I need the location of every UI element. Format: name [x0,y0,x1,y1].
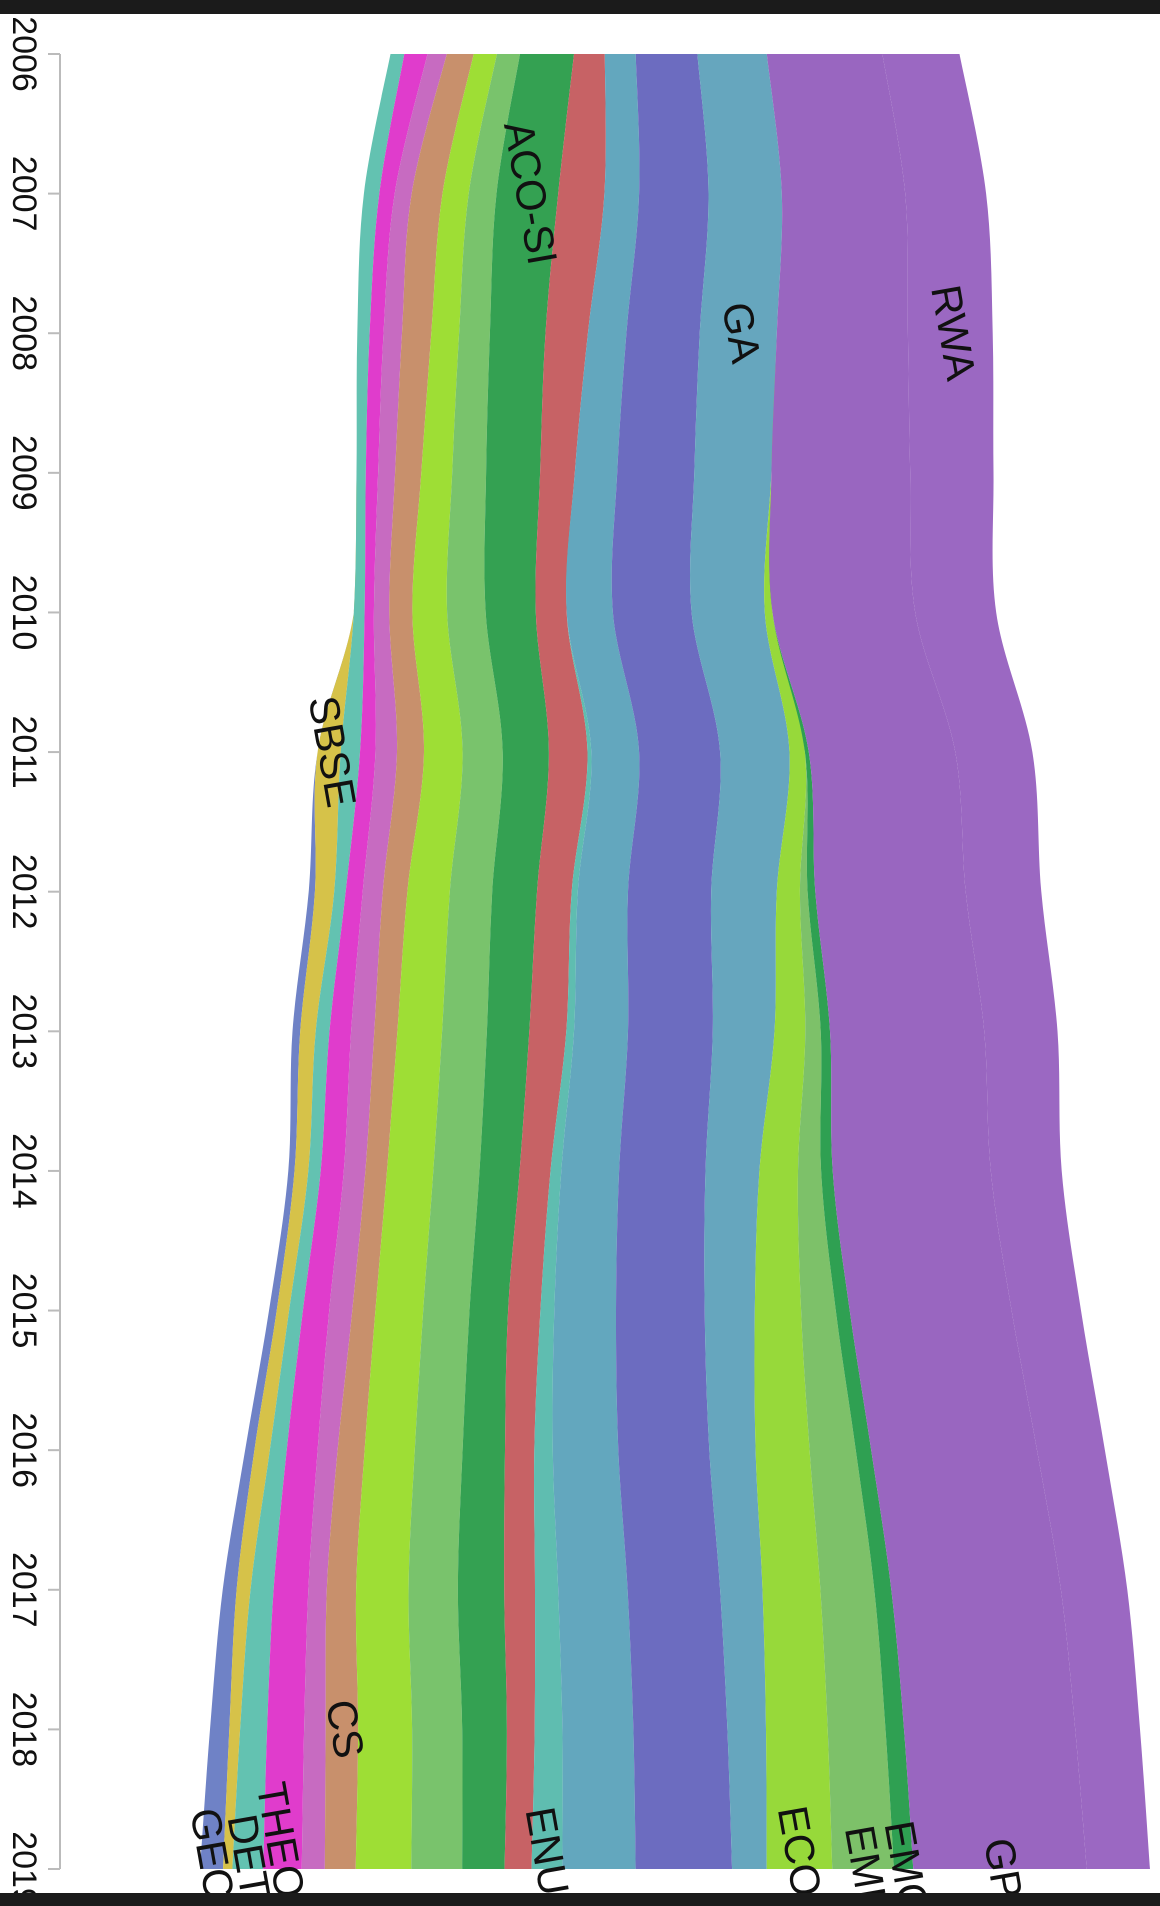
tick-label: 2018 [5,1692,43,1768]
tick-label: 2014 [5,1133,43,1209]
stream-rwa [882,54,1150,1869]
tick-label: 2006 [5,16,43,92]
stream-label-ga: GA [713,299,770,367]
stream-deta [232,54,405,1869]
stream-series-12 [611,54,733,1869]
stream-eml [766,54,894,1869]
stream-gp [766,54,1087,1869]
tick-label: 2017 [5,1552,43,1628]
time-axis: 2006 2007 2008 2009 2010 2011 2012 2013 2014 2015… [5,16,61,1893]
tick-label: 2012 [5,854,43,930]
stream-series-11 [552,54,640,1869]
stream-gech [200,54,391,1869]
streamgraph-chart: 2006 2007 2008 2009 2010 2011 2012 2013 2014 2015… [5,16,1150,1893]
stream-series-9 [504,54,606,1869]
stream-label-gp: GP [975,1834,1032,1893]
stream-theory [263,54,428,1869]
tick-label: 2016 [5,1412,43,1488]
tick-label: 2011 [5,716,43,789]
tick-label: 2010 [5,575,43,651]
stream-sbse [223,54,391,1869]
axis-ticks: 2006 2007 2008 2009 2010 2011 2012 2013 2014 2015… [5,16,60,1893]
stream-series-4 [301,54,447,1869]
streams-layer [200,54,1150,1869]
stream-ecom [754,54,833,1869]
tick-label: 2015 [5,1273,43,1349]
stream-aco-si [457,54,574,1869]
stream-cs [324,54,474,1869]
tick-label: 2009 [5,435,43,511]
tick-label: 2007 [5,156,43,232]
tick-label: 2013 [5,993,43,1069]
stream-series-7 [408,54,520,1869]
stream-enum [531,54,606,1869]
stream-series-6 [355,54,497,1869]
tick-label: 2019 [5,1831,43,1893]
stream-label-cs: CS [317,1696,373,1762]
stream-ga [690,54,790,1869]
chart-frame: 2006 2007 2008 2009 2010 2011 2012 2013 2014 2015… [0,14,1160,1893]
stream-emo [766,54,914,1869]
tick-label: 2008 [5,295,43,371]
